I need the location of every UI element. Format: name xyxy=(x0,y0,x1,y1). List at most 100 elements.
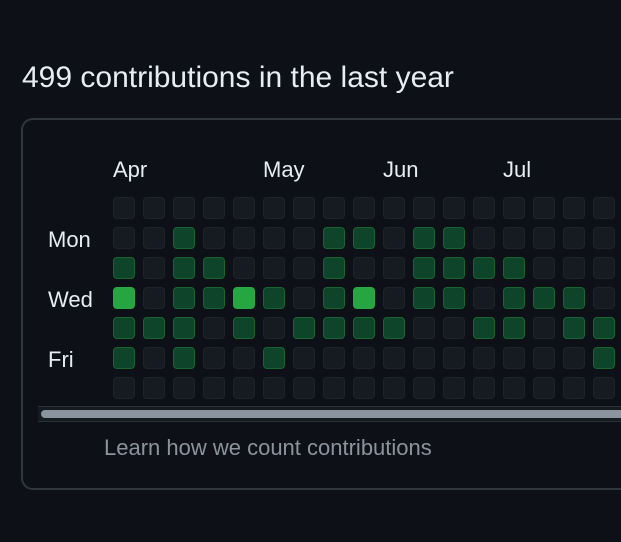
contribution-day-cell[interactable] xyxy=(263,347,285,369)
contribution-day-cell[interactable] xyxy=(143,377,165,399)
contribution-day-cell[interactable] xyxy=(533,257,555,279)
contribution-day-cell[interactable] xyxy=(593,197,615,219)
contribution-day-cell[interactable] xyxy=(113,317,135,339)
contribution-day-cell[interactable] xyxy=(503,377,525,399)
contribution-day-cell[interactable] xyxy=(503,257,525,279)
contribution-day-cell[interactable] xyxy=(113,197,135,219)
contribution-day-cell[interactable] xyxy=(323,377,345,399)
contribution-day-cell[interactable] xyxy=(293,227,315,249)
contribution-day-cell[interactable] xyxy=(563,347,585,369)
contribution-day-cell[interactable] xyxy=(203,257,225,279)
contribution-day-cell[interactable] xyxy=(173,197,195,219)
contribution-day-cell[interactable] xyxy=(353,227,375,249)
contribution-day-cell[interactable] xyxy=(203,227,225,249)
contribution-day-cell[interactable] xyxy=(383,257,405,279)
contribution-day-cell[interactable] xyxy=(323,287,345,309)
contribution-day-cell[interactable] xyxy=(143,197,165,219)
contribution-day-cell[interactable] xyxy=(203,377,225,399)
contribution-day-cell[interactable] xyxy=(353,377,375,399)
contribution-day-cell[interactable] xyxy=(293,197,315,219)
contribution-day-cell[interactable] xyxy=(503,347,525,369)
contribution-day-cell[interactable] xyxy=(143,317,165,339)
contribution-day-cell[interactable] xyxy=(353,317,375,339)
contribution-day-cell[interactable] xyxy=(263,227,285,249)
contribution-day-cell[interactable] xyxy=(113,377,135,399)
contribution-day-cell[interactable] xyxy=(143,287,165,309)
contribution-day-cell[interactable] xyxy=(593,257,615,279)
contribution-day-cell[interactable] xyxy=(473,227,495,249)
contribution-day-cell[interactable] xyxy=(263,257,285,279)
contribution-day-cell[interactable] xyxy=(263,317,285,339)
contribution-day-cell[interactable] xyxy=(293,317,315,339)
contribution-day-cell[interactable] xyxy=(293,377,315,399)
contribution-day-cell[interactable] xyxy=(383,287,405,309)
contribution-day-cell[interactable] xyxy=(533,347,555,369)
contribution-day-cell[interactable] xyxy=(443,197,465,219)
contribution-day-cell[interactable] xyxy=(413,347,435,369)
contribution-day-cell[interactable] xyxy=(533,227,555,249)
learn-contributions-link[interactable]: Learn how we count contributions xyxy=(104,435,432,460)
contribution-day-cell[interactable] xyxy=(143,227,165,249)
contribution-day-cell[interactable] xyxy=(323,197,345,219)
contribution-day-cell[interactable] xyxy=(113,287,135,309)
contribution-day-cell[interactable] xyxy=(113,347,135,369)
contribution-day-cell[interactable] xyxy=(563,317,585,339)
contribution-day-cell[interactable] xyxy=(383,197,405,219)
contribution-day-cell[interactable] xyxy=(563,227,585,249)
contribution-day-cell[interactable] xyxy=(203,287,225,309)
contribution-day-cell[interactable] xyxy=(293,347,315,369)
contribution-day-cell[interactable] xyxy=(173,227,195,249)
contribution-day-cell[interactable] xyxy=(473,377,495,399)
contribution-day-cell[interactable] xyxy=(173,317,195,339)
contribution-day-cell[interactable] xyxy=(263,197,285,219)
contribution-day-cell[interactable] xyxy=(203,197,225,219)
contribution-day-cell[interactable] xyxy=(293,287,315,309)
contribution-day-cell[interactable] xyxy=(473,257,495,279)
contribution-day-cell[interactable] xyxy=(173,377,195,399)
contribution-day-cell[interactable] xyxy=(473,197,495,219)
contribution-day-cell[interactable] xyxy=(503,197,525,219)
contribution-day-cell[interactable] xyxy=(533,377,555,399)
contribution-day-cell[interactable] xyxy=(353,287,375,309)
contribution-day-cell[interactable] xyxy=(593,227,615,249)
contribution-day-cell[interactable] xyxy=(263,377,285,399)
contribution-day-cell[interactable] xyxy=(413,257,435,279)
contribution-day-cell[interactable] xyxy=(503,317,525,339)
contribution-day-cell[interactable] xyxy=(323,257,345,279)
contribution-day-cell[interactable] xyxy=(323,227,345,249)
contribution-day-cell[interactable] xyxy=(563,287,585,309)
contribution-day-cell[interactable] xyxy=(293,257,315,279)
contribution-day-cell[interactable] xyxy=(443,317,465,339)
calendar-scrollbar-thumb[interactable] xyxy=(41,410,621,418)
contribution-day-cell[interactable] xyxy=(263,287,285,309)
contribution-day-cell[interactable] xyxy=(443,227,465,249)
contribution-day-cell[interactable] xyxy=(503,287,525,309)
contribution-day-cell[interactable] xyxy=(233,257,255,279)
contribution-day-cell[interactable] xyxy=(113,257,135,279)
contribution-day-cell[interactable] xyxy=(203,317,225,339)
contribution-day-cell[interactable] xyxy=(413,317,435,339)
contribution-day-cell[interactable] xyxy=(563,257,585,279)
contribution-day-cell[interactable] xyxy=(533,197,555,219)
contribution-day-cell[interactable] xyxy=(353,197,375,219)
contribution-day-cell[interactable] xyxy=(203,347,225,369)
contribution-day-cell[interactable] xyxy=(593,317,615,339)
contribution-day-cell[interactable] xyxy=(173,287,195,309)
contribution-day-cell[interactable] xyxy=(383,317,405,339)
contribution-day-cell[interactable] xyxy=(233,197,255,219)
contribution-day-cell[interactable] xyxy=(563,377,585,399)
contribution-day-cell[interactable] xyxy=(593,287,615,309)
contribution-day-cell[interactable] xyxy=(233,347,255,369)
contribution-day-cell[interactable] xyxy=(323,347,345,369)
contribution-day-cell[interactable] xyxy=(503,227,525,249)
contribution-day-cell[interactable] xyxy=(593,347,615,369)
contribution-day-cell[interactable] xyxy=(353,347,375,369)
contribution-day-cell[interactable] xyxy=(323,317,345,339)
contribution-day-cell[interactable] xyxy=(383,347,405,369)
contribution-day-cell[interactable] xyxy=(383,227,405,249)
contribution-day-cell[interactable] xyxy=(113,227,135,249)
contribution-day-cell[interactable] xyxy=(413,197,435,219)
contribution-day-cell[interactable] xyxy=(413,227,435,249)
contribution-day-cell[interactable] xyxy=(173,347,195,369)
contribution-day-cell[interactable] xyxy=(143,347,165,369)
